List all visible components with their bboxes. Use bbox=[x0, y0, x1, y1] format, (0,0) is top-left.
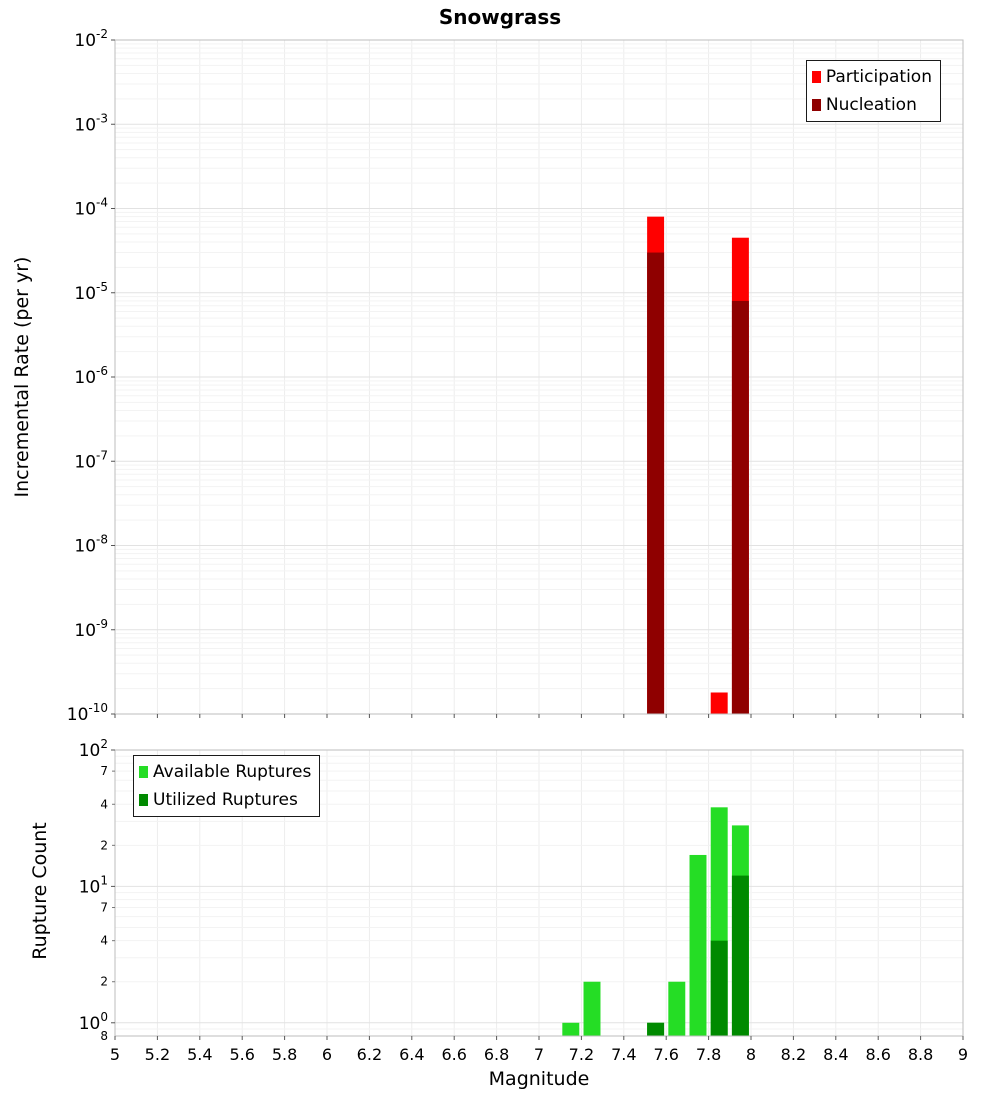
y-tick-label: 101 bbox=[79, 873, 108, 897]
participation-bar bbox=[710, 692, 728, 714]
x-tick-label: 6.4 bbox=[399, 1045, 424, 1064]
chart-title: Snowgrass bbox=[438, 5, 562, 29]
x-tick-label: 8.2 bbox=[781, 1045, 806, 1064]
x-tick-label: 8.4 bbox=[823, 1045, 848, 1064]
available-ruptures-swatch-icon bbox=[139, 766, 148, 778]
y-tick-label: 10-8 bbox=[74, 533, 108, 557]
x-tick-label: 6.8 bbox=[484, 1045, 509, 1064]
y-tick-label: 102 bbox=[79, 737, 108, 761]
y-minor-tick-label: 7 bbox=[100, 901, 108, 915]
utilized-ruptures-bar bbox=[731, 875, 749, 1036]
x-tick-label: 5.4 bbox=[187, 1045, 212, 1064]
legend-label-available-ruptures: Available Ruptures bbox=[153, 762, 312, 782]
x-tick-label: 8.8 bbox=[908, 1045, 933, 1064]
x-axis-label: Magnitude bbox=[488, 1068, 590, 1090]
legend-count-panel: Available Ruptures Utilized Ruptures bbox=[133, 755, 321, 817]
utilized-ruptures-swatch-icon bbox=[139, 794, 148, 806]
y-minor-tick-label: 2 bbox=[100, 838, 108, 852]
x-tick-label: 7.8 bbox=[696, 1045, 721, 1064]
x-tick-label: 5.8 bbox=[272, 1045, 297, 1064]
y-tick-label: 10-7 bbox=[74, 448, 108, 472]
y-minor-tick-label: 4 bbox=[100, 797, 108, 811]
x-tick-label: 5.6 bbox=[229, 1045, 254, 1064]
y-tick-label: 10-4 bbox=[74, 196, 108, 220]
legend-item-available-ruptures: Available Ruptures bbox=[139, 758, 311, 786]
y-minor-tick-label: 2 bbox=[100, 975, 108, 989]
participation-swatch-icon bbox=[811, 71, 821, 83]
y-minor-tick-label: 4 bbox=[100, 934, 108, 948]
y-tick-label: 10-10 bbox=[67, 701, 108, 725]
nucleation-bar bbox=[731, 300, 749, 714]
available-ruptures-bar bbox=[562, 1022, 580, 1036]
x-tick-label: 8 bbox=[746, 1045, 756, 1064]
y-edge-tick-label: 8 bbox=[100, 1029, 108, 1043]
x-tick-label: 7.6 bbox=[653, 1045, 678, 1064]
utilized-ruptures-bar bbox=[710, 940, 728, 1036]
y-tick-label: 10-9 bbox=[74, 617, 108, 641]
x-tick-label: 6.2 bbox=[357, 1045, 382, 1064]
x-tick-label: 7.4 bbox=[611, 1045, 636, 1064]
y-tick-label: 10-3 bbox=[74, 111, 108, 135]
x-tick-label: 9 bbox=[958, 1045, 968, 1064]
utilized-ruptures-bar bbox=[647, 1022, 665, 1036]
x-tick-label: 8.6 bbox=[865, 1045, 890, 1064]
available-ruptures-bar bbox=[689, 854, 707, 1036]
nucleation-bar bbox=[647, 252, 665, 714]
x-tick-label: 6 bbox=[322, 1045, 332, 1064]
x-tick-label: 5.2 bbox=[145, 1045, 170, 1064]
x-tick-label: 7.2 bbox=[569, 1045, 594, 1064]
legend-item-nucleation: Nucleation bbox=[811, 91, 932, 119]
y-tick-label: 10-6 bbox=[74, 364, 108, 388]
legend-item-utilized-ruptures: Utilized Ruptures bbox=[139, 786, 311, 814]
panel-incremental-rate: 10-2 10-3 10-4 10-5 10-6 10-7 10-8 10-9 10-10 bbox=[67, 27, 964, 725]
y-axis-label-incremental-rate: Incremental Rate (per yr) bbox=[11, 256, 33, 498]
available-ruptures-bar bbox=[668, 981, 686, 1036]
x-tick-label: 6.6 bbox=[441, 1045, 466, 1064]
y-axis-label-rupture-count: Rupture Count bbox=[29, 822, 51, 960]
available-ruptures-bar bbox=[583, 981, 601, 1036]
legend-label-utilized-ruptures: Utilized Ruptures bbox=[153, 790, 298, 810]
legend-label-participation: Participation bbox=[825, 67, 932, 87]
legend-item-participation: Participation bbox=[811, 63, 932, 91]
y-minor-tick-label: 7 bbox=[100, 764, 108, 778]
legend-label-nucleation: Nucleation bbox=[825, 95, 917, 115]
nucleation-swatch-icon bbox=[811, 99, 821, 111]
x-tick-label: 5 bbox=[110, 1045, 120, 1064]
y-tick-label: 10-2 bbox=[74, 27, 108, 51]
legend-rate-panel: Participation Nucleation bbox=[805, 60, 941, 122]
x-tick-label: 7 bbox=[534, 1045, 544, 1064]
y-tick-label: 100 bbox=[79, 1010, 108, 1034]
y-tick-label: 10-5 bbox=[74, 280, 108, 304]
